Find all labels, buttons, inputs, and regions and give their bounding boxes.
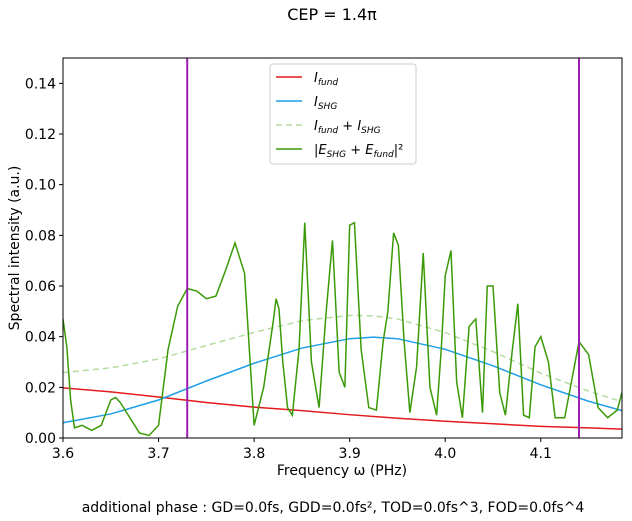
x-axis-label: Frequency ω (PHz) — [277, 463, 407, 479]
x-tick-label: 3.8 — [243, 446, 265, 462]
legend-label-3: |ESHG + Efund|² — [314, 143, 403, 160]
legend-entries: Ifund ISHG Ifund + ISHG |ESHG + Efund|² — [276, 71, 403, 160]
x-tick-label: 4.0 — [434, 446, 456, 462]
legend-label-0: Ifund — [314, 71, 338, 88]
y-axis-label: Spectral intensity (a.u.) — [7, 166, 23, 331]
chart-title: CEP = 1.4π — [287, 5, 377, 24]
x-tick-label: 3.7 — [147, 446, 169, 462]
x-tick-label: 3.9 — [339, 446, 361, 462]
y-tick-label: 0.10 — [25, 178, 56, 194]
y-tick-label: 0.08 — [25, 228, 56, 244]
y-tick-label: 0.00 — [25, 431, 56, 447]
y-tick-label: 0.06 — [25, 279, 56, 295]
vline-layer — [186, 58, 580, 438]
x-tick-label: 3.6 — [52, 446, 74, 462]
y-tick-label: 0.02 — [25, 380, 56, 396]
footer-note: additional phase : GD=0.0fs, GDD=0.0fs²,… — [82, 500, 585, 516]
legend-label-1: ISHG — [314, 95, 337, 112]
series-line-0 — [63, 387, 622, 430]
legend-label-2: Ifund + ISHG — [314, 119, 381, 136]
y-axis: 0.00 0.02 0.04 0.06 0.08 0.10 0.12 0.14 — [25, 76, 63, 447]
y-tick-label: 0.14 — [25, 76, 56, 92]
y-tick-label: 0.12 — [25, 127, 56, 143]
series-layer — [63, 221, 622, 437]
plot-border — [62, 57, 623, 439]
x-axis: 3.6 3.7 3.8 3.9 4.0 4.1 — [52, 438, 552, 462]
x-tick-label: 4.1 — [530, 446, 552, 462]
legend: Ifund ISHG Ifund + ISHG |ESHG + Efund|² — [269, 63, 417, 165]
y-tick-label: 0.04 — [25, 330, 56, 346]
legend-box — [269, 63, 417, 165]
series-line-3 — [63, 221, 622, 437]
